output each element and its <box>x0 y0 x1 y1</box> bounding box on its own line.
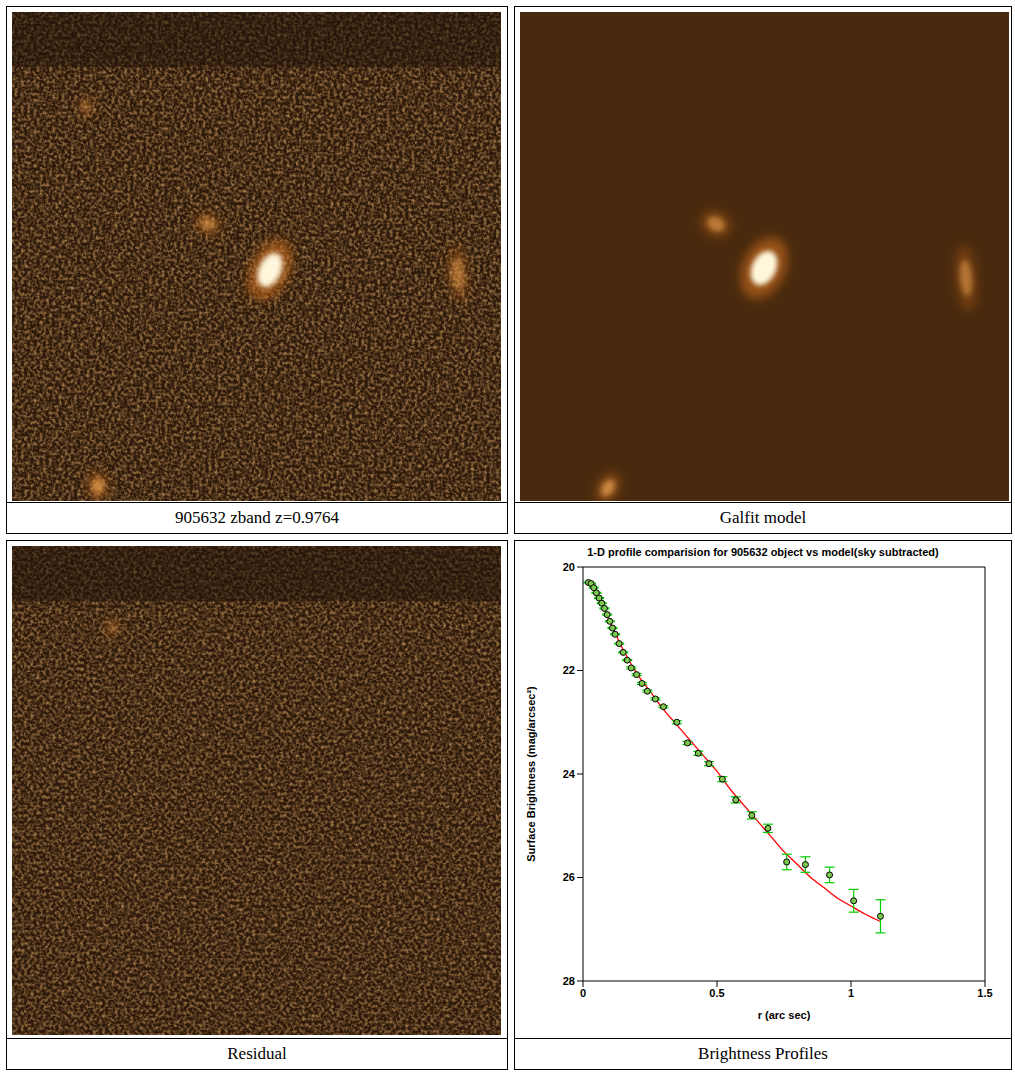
html-text:1-D profile comparision for 90: 1-D profile comparision for 905632 objec… <box>587 546 939 558</box>
svg-text:1.5: 1.5 <box>977 987 992 999</box>
svg-text:Surface Brightness (mag/arcsec: Surface Brightness (mag/arcsec²) <box>525 686 537 862</box>
svg-text:0.5: 0.5 <box>709 987 724 999</box>
svg-text:r (arc sec): r (arc sec) <box>758 1009 811 1021</box>
svg-text:26: 26 <box>563 871 575 883</box>
svg-text:28: 28 <box>563 975 575 987</box>
svg-text:24: 24 <box>563 768 576 780</box>
html-text:Galfit model: Galfit model <box>719 508 807 527</box>
svg-text:22: 22 <box>563 664 575 676</box>
html-text:905632 zband z=0.9764: 905632 zband z=0.9764 <box>175 508 339 527</box>
html-text:Brightness Profiles: Brightness Profiles <box>698 1044 828 1063</box>
html-text:Residual: Residual <box>227 1044 287 1063</box>
svg-text:0: 0 <box>580 987 586 999</box>
svg-text:1: 1 <box>848 987 854 999</box>
svg-text:20: 20 <box>563 561 575 573</box>
